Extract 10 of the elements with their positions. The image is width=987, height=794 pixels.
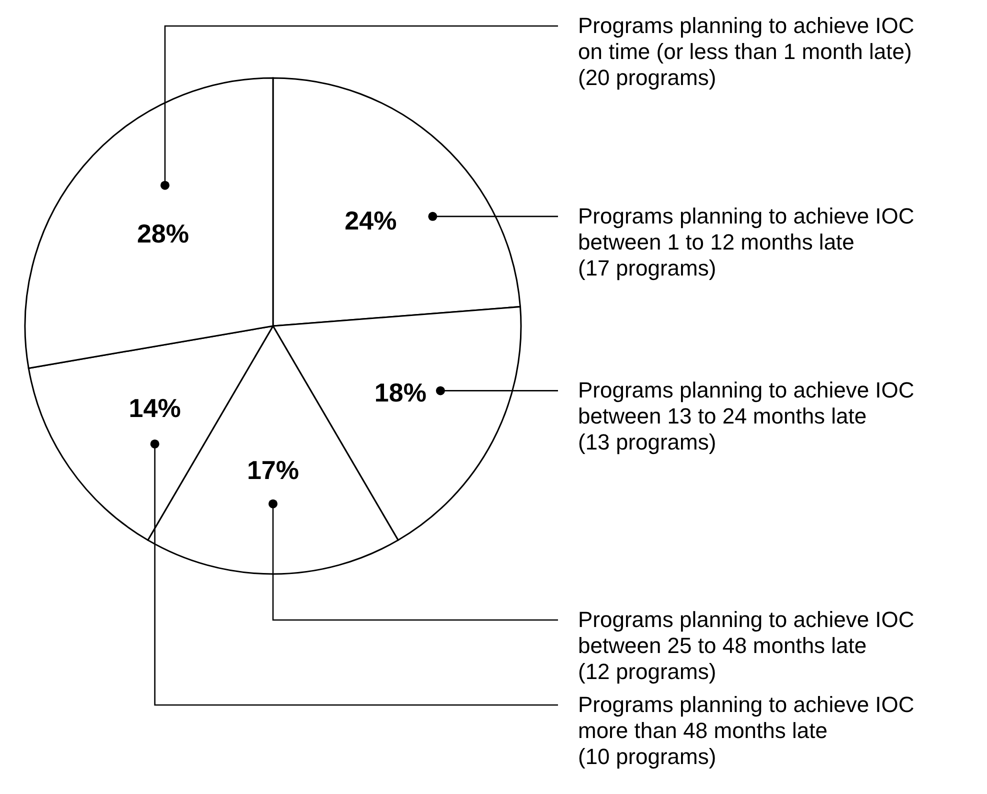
slice-label: Programs planning to achieve IOC between 1 to 12 months late (17 programs)	[578, 203, 914, 280]
data-label: 28%	[136, 218, 189, 248]
slice-label: Programs planning to achieve IOC more than 48 months late (10 programs)	[578, 692, 914, 769]
data-label: 24%	[344, 205, 397, 236]
slice-label: Programs planning to achieve IOC on time (or less than 1 month late) (20 programs)	[578, 13, 914, 90]
data-label: 18%	[374, 378, 426, 408]
slice-label: Programs planning to achieve IOC between 25 to 48 months late (12 programs)	[578, 607, 914, 684]
data-label: 17%	[246, 454, 300, 485]
data-label: 14%	[128, 392, 181, 423]
slice-label: Programs planning to achieve IOC between 13 to 24 months late (13 programs)	[578, 378, 914, 455]
